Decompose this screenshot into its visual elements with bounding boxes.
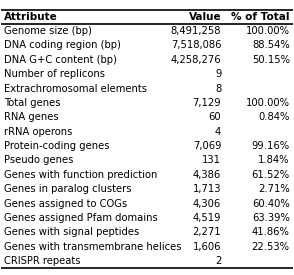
Text: 60.40%: 60.40%	[252, 199, 290, 208]
Text: 4,306: 4,306	[193, 199, 221, 208]
Text: rRNA operons: rRNA operons	[4, 127, 73, 137]
Text: 60: 60	[209, 112, 221, 122]
Text: CRISPR repeats: CRISPR repeats	[4, 256, 81, 266]
Text: 41.86%: 41.86%	[252, 227, 290, 237]
Text: Genes with transmembrane helices: Genes with transmembrane helices	[4, 242, 182, 252]
Text: 61.52%: 61.52%	[252, 170, 290, 180]
Text: 9: 9	[215, 69, 221, 79]
Text: 4,386: 4,386	[193, 170, 221, 180]
Text: 22.53%: 22.53%	[252, 242, 290, 252]
Text: Genome size (bp): Genome size (bp)	[4, 26, 92, 36]
Text: 4,258,276: 4,258,276	[171, 55, 221, 65]
Text: 2,271: 2,271	[193, 227, 221, 237]
Text: 100.00%: 100.00%	[246, 26, 290, 36]
Text: RNA genes: RNA genes	[4, 112, 59, 122]
Text: 88.54%: 88.54%	[252, 40, 290, 51]
Text: % of Total: % of Total	[231, 12, 290, 22]
Text: 7,129: 7,129	[193, 98, 221, 108]
Text: 7,518,086: 7,518,086	[171, 40, 221, 51]
Text: 100.00%: 100.00%	[246, 98, 290, 108]
Text: 1,713: 1,713	[193, 184, 221, 194]
Text: DNA G+C content (bp): DNA G+C content (bp)	[4, 55, 117, 65]
Text: 99.16%: 99.16%	[252, 141, 290, 151]
Text: 8,491,258: 8,491,258	[171, 26, 221, 36]
Text: Attribute: Attribute	[4, 12, 58, 22]
Text: 50.15%: 50.15%	[252, 55, 290, 65]
Text: Total genes: Total genes	[4, 98, 61, 108]
Text: 2.71%: 2.71%	[258, 184, 290, 194]
Text: Genes in paralog clusters: Genes in paralog clusters	[4, 184, 132, 194]
Text: Genes with function prediction: Genes with function prediction	[4, 170, 158, 180]
Text: DNA coding region (bp): DNA coding region (bp)	[4, 40, 121, 51]
Text: 1.84%: 1.84%	[258, 155, 290, 165]
Text: Extrachromosomal elements: Extrachromosomal elements	[4, 84, 147, 94]
Text: Pseudo genes: Pseudo genes	[4, 155, 74, 165]
Text: 63.39%: 63.39%	[252, 213, 290, 223]
Text: 4,519: 4,519	[193, 213, 221, 223]
Text: 0.84%: 0.84%	[258, 112, 290, 122]
Text: 131: 131	[202, 155, 221, 165]
Text: Genes assigned Pfam domains: Genes assigned Pfam domains	[4, 213, 158, 223]
Text: Number of replicons: Number of replicons	[4, 69, 105, 79]
Text: Genes assigned to COGs: Genes assigned to COGs	[4, 199, 128, 208]
Text: Genes with signal peptides: Genes with signal peptides	[4, 227, 140, 237]
Text: Protein-coding genes: Protein-coding genes	[4, 141, 110, 151]
Text: Value: Value	[189, 12, 221, 22]
Text: 7,069: 7,069	[193, 141, 221, 151]
Text: 4: 4	[215, 127, 221, 137]
Text: 2: 2	[215, 256, 221, 266]
Text: 1,606: 1,606	[193, 242, 221, 252]
Text: 8: 8	[215, 84, 221, 94]
